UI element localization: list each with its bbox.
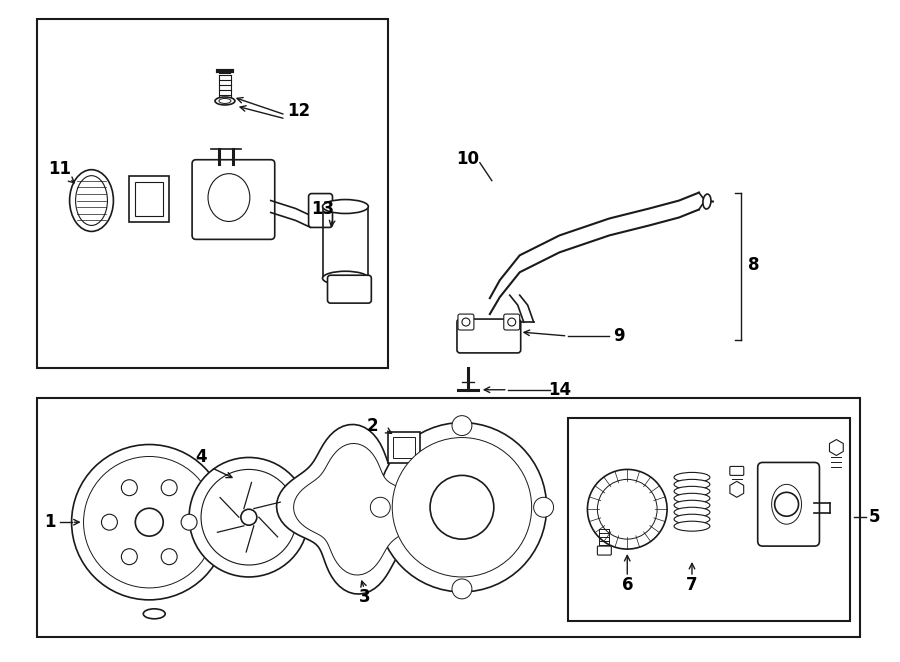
Circle shape [241,509,256,525]
Ellipse shape [674,493,710,503]
Bar [37,398,860,637]
Circle shape [430,475,494,539]
Polygon shape [135,181,163,216]
Ellipse shape [674,514,710,524]
Polygon shape [730,481,743,497]
Polygon shape [130,175,169,222]
Circle shape [135,508,163,536]
Polygon shape [293,444,417,575]
Bar [393,436,415,459]
Circle shape [102,514,117,530]
FancyBboxPatch shape [192,160,274,240]
Text: 9: 9 [614,327,626,345]
Circle shape [588,469,667,549]
Bar [388,432,420,463]
Circle shape [122,480,138,496]
FancyBboxPatch shape [458,314,474,330]
Ellipse shape [322,271,368,285]
Ellipse shape [674,521,710,531]
Circle shape [122,549,138,565]
FancyBboxPatch shape [730,467,743,475]
FancyBboxPatch shape [504,314,519,330]
FancyBboxPatch shape [309,193,332,228]
FancyBboxPatch shape [457,319,521,353]
Text: 1: 1 [44,513,56,531]
Ellipse shape [674,479,710,489]
Polygon shape [830,440,843,455]
Circle shape [508,318,516,326]
Circle shape [84,457,215,588]
FancyBboxPatch shape [598,546,611,555]
Ellipse shape [771,485,802,524]
Circle shape [161,480,177,496]
Circle shape [452,579,472,599]
Circle shape [201,469,297,565]
Ellipse shape [215,97,235,105]
Polygon shape [276,424,434,594]
Bar [568,418,850,621]
Ellipse shape [674,473,710,483]
Circle shape [775,493,798,516]
Ellipse shape [322,199,368,214]
Circle shape [462,318,470,326]
Ellipse shape [674,507,710,517]
Text: 4: 4 [195,448,207,467]
Circle shape [72,444,227,600]
FancyBboxPatch shape [328,275,372,303]
Bar [37,19,388,368]
Circle shape [598,479,657,539]
Circle shape [534,497,554,517]
Text: 10: 10 [456,150,480,167]
Text: 14: 14 [548,381,572,399]
Circle shape [452,416,472,436]
Circle shape [377,422,546,592]
Circle shape [370,497,391,517]
Text: 8: 8 [748,256,760,274]
Text: 6: 6 [622,576,633,594]
Ellipse shape [219,99,231,103]
Ellipse shape [674,487,710,496]
Circle shape [181,514,197,530]
Circle shape [189,457,309,577]
Text: 13: 13 [311,199,334,218]
Text: 12: 12 [287,102,310,120]
Ellipse shape [76,175,107,226]
Text: 3: 3 [358,588,370,606]
Ellipse shape [69,169,113,232]
Ellipse shape [674,500,710,510]
Ellipse shape [208,173,250,222]
Text: 11: 11 [48,160,71,177]
Circle shape [392,438,532,577]
FancyBboxPatch shape [758,463,819,546]
Ellipse shape [143,609,166,619]
Text: 2: 2 [366,416,378,434]
Circle shape [161,549,177,565]
Ellipse shape [703,194,711,209]
Text: 7: 7 [686,576,698,594]
Text: 5: 5 [868,508,880,526]
